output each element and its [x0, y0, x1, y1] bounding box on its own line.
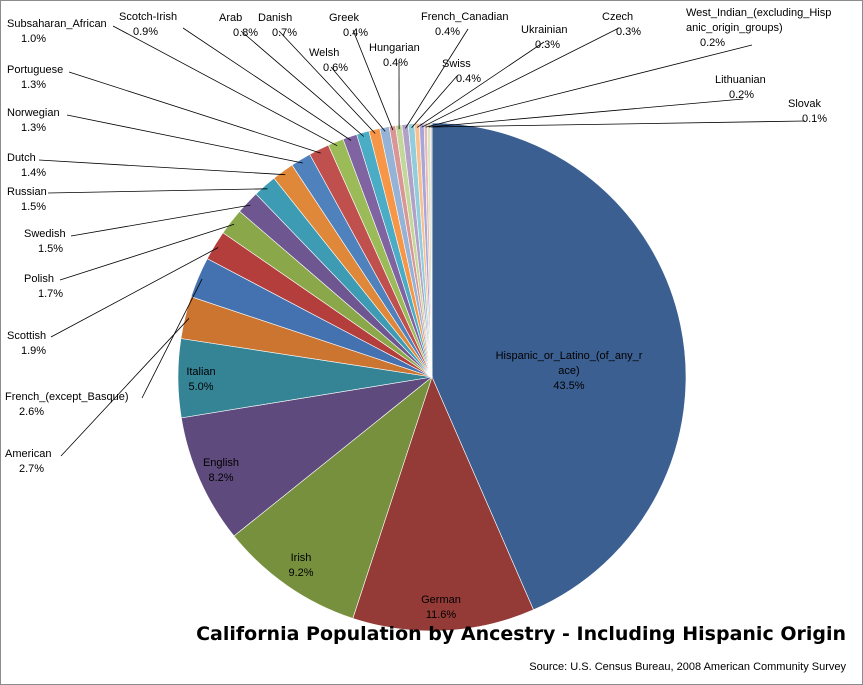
slice-label: Scottish 1.9% — [7, 330, 46, 357]
pie-slice — [233, 376, 433, 619]
chart-title: California Population by Ancestry - Incl… — [196, 623, 846, 645]
slice-label: English 8.2% — [203, 457, 239, 484]
slice-label: Danish 0.7% — [258, 12, 297, 39]
pie-slice — [180, 376, 434, 537]
leader-line — [66, 114, 303, 164]
slice-label: Hungarian 0.4% — [369, 42, 420, 69]
slice-label: French_(except_Basque) 2.6% — [5, 391, 129, 418]
slice-label: Irish 9.2% — [288, 552, 313, 579]
leader-line — [352, 29, 394, 131]
leader-line — [47, 188, 268, 194]
leader-line — [278, 30, 376, 134]
slice-label: Arab 0.8% — [219, 12, 258, 39]
leader-line — [428, 98, 744, 128]
slice-label: West_Indian_(excluding_Hisp anic_origin_g… — [686, 7, 831, 49]
leader-lines — [38, 25, 806, 457]
slice-labels: Hispanic_or_Latino_(of_any_r ace) 43.5% Ger… — [5, 7, 831, 621]
slice-label: Scotch-Irish 0.9% — [119, 11, 177, 38]
slice-label: Welsh 0.6% — [309, 47, 348, 74]
slice-label: French_Canadian 0.4% — [421, 11, 508, 38]
leader-line — [141, 278, 203, 399]
slice-label: Swiss 0.4% — [442, 58, 481, 85]
leader-line — [60, 318, 190, 457]
slice-label: American 2.7% — [5, 448, 51, 475]
slice-label: Slovak 0.1% — [788, 98, 827, 125]
slice-label: Ukrainian 0.3% — [521, 24, 567, 51]
slice-label: Czech 0.3% — [602, 11, 641, 38]
leader-line — [70, 204, 251, 237]
leader-line — [416, 41, 545, 128]
slice-label: Swedish 1.5% — [24, 228, 66, 255]
leader-line — [182, 27, 352, 141]
slice-label: Hispanic_or_Latino_(of_any_r ace) 43.5% — [496, 350, 643, 392]
leader-line — [330, 66, 386, 132]
leader-line — [112, 25, 338, 147]
leader-line — [425, 44, 753, 128]
leader-line — [59, 223, 235, 281]
leader-line — [405, 28, 469, 129]
leader-line — [240, 30, 365, 137]
leader-line — [421, 27, 620, 128]
chart-source: Source: U.S. Census Bureau, 2008 America… — [529, 661, 846, 673]
slice-label: Portuguese 1.3% — [7, 64, 63, 91]
leader-line — [411, 75, 458, 129]
slice-label: Russian 1.5% — [7, 186, 47, 213]
slice-label: Greek 0.4% — [329, 12, 368, 39]
leader-line — [50, 247, 219, 338]
slice-label: German 11.6% — [421, 594, 461, 621]
pie-slice — [352, 376, 534, 632]
leader-line — [68, 71, 321, 154]
slice-label: Italian 5.0% — [186, 366, 215, 393]
slice-label: Polish 1.7% — [24, 273, 63, 300]
leader-line — [38, 159, 286, 176]
slice-label: Norwegian 1.3% — [7, 107, 60, 134]
slice-label: Dutch 1.4% — [7, 152, 46, 179]
slice-label: Lithuanian 0.2% — [715, 74, 766, 101]
slice-label: Subsaharan_African 1.0% — [7, 18, 107, 45]
pie-slices — [177, 122, 687, 632]
leader-line — [431, 120, 806, 128]
pie-slice — [431, 122, 687, 611]
